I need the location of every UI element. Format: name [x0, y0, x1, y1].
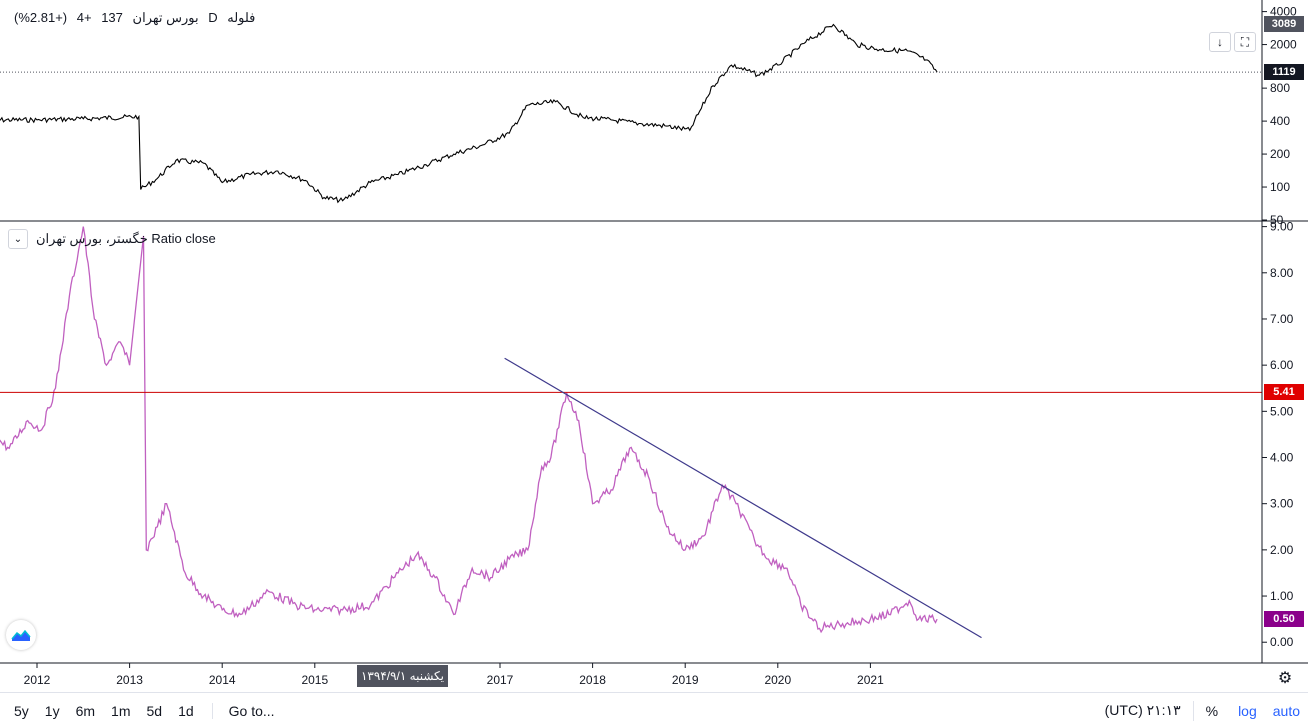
axes: 50 100 200 400 800 2000 4000 0.00 1.00 2.00 3.00 4.…: [0, 0, 1308, 687]
price-tick-label: 50: [1270, 213, 1284, 227]
ratio-tick-label: 2.00: [1270, 543, 1294, 557]
price-tick-label: 2000: [1270, 38, 1297, 52]
time-tick-label: 2015: [301, 673, 328, 687]
timeframe-5y[interactable]: 5y: [14, 702, 29, 719]
download-icon[interactable]: ↓: [1209, 32, 1231, 52]
time-tick-label: 2021: [857, 673, 884, 687]
crosshair-date-tag: یکشنبه ۱۳۹۴/۹/۱: [357, 665, 448, 687]
ratio-tick-label: 7.00: [1270, 312, 1294, 326]
price-pane[interactable]: [0, 23, 1262, 204]
clock[interactable]: ۲۱:۱۳ (UTC): [1104, 702, 1181, 718]
percent-toggle[interactable]: %: [1205, 702, 1219, 719]
time-tick-label: 2018: [579, 673, 606, 687]
timeframe-1m[interactable]: 1m: [111, 702, 131, 719]
ratio-tick-label: 8.00: [1270, 266, 1294, 280]
price-tick-label: 800: [1270, 81, 1290, 95]
time-tick-label: 2020: [764, 673, 791, 687]
change-percent: (+2.81%): [14, 10, 68, 25]
last-price: 137: [101, 10, 123, 25]
price-series-line: [0, 23, 938, 204]
ratio-label: خگستر، بورس تهران Ratio close: [36, 231, 216, 246]
price-tick-label: 4000: [1270, 5, 1297, 19]
goto-button[interactable]: Go to...: [211, 702, 275, 719]
ratio-tick-label: 1.00: [1270, 589, 1294, 603]
price-tag-high: 3089: [1264, 15, 1304, 32]
ratio-legend: ⌄ خگستر، بورس تهران Ratio close: [8, 229, 216, 249]
timeframe-5d[interactable]: 5d: [146, 702, 163, 719]
maximize-icon[interactable]: ⛶: [1234, 32, 1256, 52]
chevron-down-icon[interactable]: ⌄: [8, 229, 28, 249]
log-toggle[interactable]: log: [1238, 702, 1257, 719]
ratio-tick-label: 4.00: [1270, 451, 1294, 465]
time-tick-label: 2019: [672, 673, 699, 687]
divider: [1192, 700, 1194, 721]
timeframe-1y[interactable]: 1y: [44, 702, 60, 719]
ratio-value-tag: 0.50: [1264, 611, 1304, 628]
auto-toggle[interactable]: auto: [1272, 702, 1300, 719]
ratio-tick-label: 0.00: [1270, 635, 1294, 649]
price-legend: فلوله D بورس تهران 137 +4 (+2.81%): [8, 10, 255, 26]
bottom-toolbar: 5y 1y 6m 1m 5d 1d Go to... ۲۱:۱۳ (UTC) %…: [0, 692, 1308, 728]
price-tick-label: 100: [1270, 180, 1290, 194]
ratio-tick-label: 9.00: [1270, 220, 1294, 234]
ratio-series-line: [0, 226, 938, 634]
ratio-tick-label: 3.00: [1270, 497, 1294, 511]
price-tag-last: 1119: [1264, 64, 1304, 81]
chart-canvas[interactable]: 50 100 200 400 800 2000 4000 0.00 1.00 2.00 3.00 4.…: [0, 0, 1308, 692]
ratio-tick-label: 6.00: [1270, 358, 1294, 372]
timeframe-6m[interactable]: 6m: [75, 702, 96, 719]
time-tick-label: 2014: [209, 673, 236, 687]
gear-icon[interactable]: ⚙: [1277, 670, 1293, 687]
interval[interactable]: D: [208, 10, 218, 25]
price-tick-label: 200: [1270, 147, 1290, 161]
price-tick-label: 400: [1270, 114, 1290, 128]
tradingview-logo-icon[interactable]: [6, 620, 36, 650]
exchange: بورس تهران: [132, 10, 199, 25]
time-tick-label: 2017: [487, 673, 514, 687]
time-tick-label: 2012: [24, 673, 51, 687]
timeframe-1d[interactable]: 1d: [178, 702, 194, 719]
time-tick-label: 2013: [116, 673, 143, 687]
symbol-name: فلوله: [227, 10, 256, 25]
change-value: +4: [76, 10, 92, 25]
hline-value-tag: 5.41: [1264, 384, 1304, 401]
trend-line: [504, 357, 982, 639]
ratio-pane[interactable]: [0, 226, 1262, 639]
ratio-tick-label: 5.00: [1270, 404, 1294, 418]
